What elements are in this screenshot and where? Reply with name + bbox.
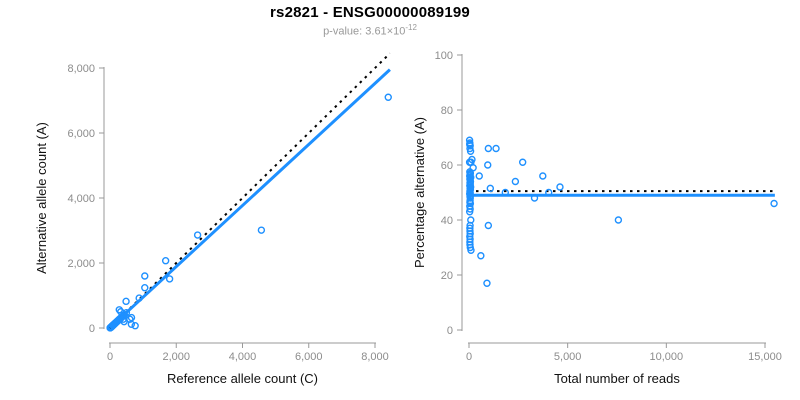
- y-tick-label: 0: [447, 325, 453, 337]
- data-point: [614, 216, 623, 224]
- data-point: [141, 272, 149, 280]
- data-point: [466, 205, 474, 213]
- data-point: [484, 161, 492, 169]
- data-point: [539, 172, 547, 180]
- x-axis-title: Total number of reads: [554, 371, 680, 386]
- p-value-exponent: -12: [405, 23, 417, 32]
- data-point: [165, 275, 174, 283]
- y-tick-label: 100: [435, 50, 453, 62]
- data-point: [484, 144, 493, 153]
- y-tick-label: 60: [441, 160, 453, 172]
- p-value-subtitle: p-value: 3.61×10-12: [0, 23, 740, 38]
- left-plot: 0 2,000 4,000 6,000 8,000 0 2,000 4,000 6,000 8,0…: [34, 52, 392, 386]
- identity-line: [109, 52, 391, 329]
- x-tick-label: 4,000: [229, 351, 257, 363]
- data-point: [492, 144, 500, 153]
- data-point: [131, 322, 139, 330]
- data-point: [483, 279, 491, 287]
- data-point: [545, 188, 553, 197]
- p-value-mantissa: 3.61: [365, 25, 387, 38]
- x-tick-label: 0: [466, 351, 472, 363]
- data-point: [193, 231, 202, 239]
- data-point: [530, 194, 539, 202]
- y-tick-label: 0: [89, 323, 95, 335]
- data-point: [466, 147, 475, 155]
- y-tick-label: 80: [441, 105, 453, 117]
- data-point: [501, 188, 510, 197]
- y-tick-label: 8,000: [67, 63, 95, 75]
- x-tick-label: 8,000: [361, 351, 389, 363]
- x-tick-label: 2,000: [162, 351, 190, 363]
- data-point: [122, 309, 131, 317]
- x-tick-label: 0: [107, 351, 113, 363]
- data-point: [141, 284, 149, 292]
- x-axis-title: Reference allele count (C): [167, 371, 318, 386]
- figure-title: rs2821 - ENSG00000089199: [270, 4, 470, 21]
- y-tick-label: 20: [441, 270, 453, 282]
- data-point: [475, 172, 483, 180]
- data-point: [257, 226, 266, 234]
- data-point: [518, 158, 527, 166]
- regression-line: [108, 68, 391, 329]
- y-axis-title: Alternative allele count (A): [34, 122, 49, 274]
- x-tick-label: 10,000: [650, 351, 684, 363]
- data-point: [384, 93, 392, 101]
- data-point: [122, 297, 130, 306]
- x-tick-label: 15,000: [748, 351, 782, 363]
- data-point: [486, 184, 495, 193]
- y-tick-label: 6,000: [67, 128, 95, 140]
- data-point: [556, 183, 564, 191]
- p-value-times: ×10: [386, 25, 406, 38]
- data-point: [484, 221, 493, 230]
- data-point: [511, 177, 520, 186]
- y-tick-label: 40: [441, 215, 453, 227]
- data-point: [770, 199, 778, 208]
- right-plot: 0 5,000 10,000 15,000 0 20 40 60 80 100 Total numb…: [412, 50, 782, 386]
- y-tick-label: 2,000: [67, 258, 95, 270]
- x-tick-label: 6,000: [295, 351, 323, 363]
- figure-header: rs2821 - ENSG00000089199 p-value: 3.61×1…: [0, 4, 740, 38]
- data-point: [135, 294, 143, 302]
- data-point: [127, 320, 136, 328]
- p-value-label: p-value:: [323, 25, 366, 38]
- data-point: [467, 246, 475, 254]
- y-tick-label: 4,000: [67, 193, 95, 205]
- data-point: [161, 257, 170, 265]
- data-point: [477, 252, 485, 260]
- x-tick-label: 5,000: [554, 351, 582, 363]
- data-point: [465, 208, 474, 216]
- y-axis-title: Percentage alternative (A): [412, 117, 427, 268]
